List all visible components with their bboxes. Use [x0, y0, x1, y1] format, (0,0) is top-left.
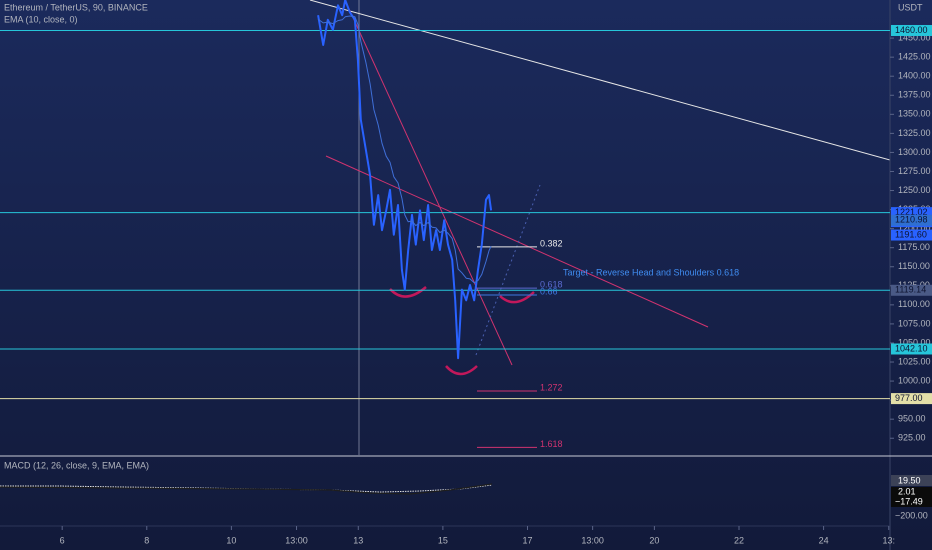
head-arc — [445, 365, 478, 376]
x-tick-label: 20 — [649, 535, 659, 545]
y-tick-label: 1075.00 — [898, 318, 931, 328]
chart-title: Ethereum / TetherUS, 90, BINANCE — [4, 2, 148, 12]
y-tick-label: 1300.00 — [898, 147, 931, 157]
price-badge — [891, 24, 932, 36]
x-tick-label: 15 — [438, 535, 448, 545]
series-line — [317, 15, 492, 284]
x-tick-label: 8 — [144, 535, 149, 545]
price-badge — [891, 343, 932, 355]
y-tick-label: 950.00 — [898, 414, 926, 424]
y-tick-label: 1275.00 — [898, 166, 931, 176]
x-tick-label: 24 — [819, 535, 829, 545]
macd-badge — [891, 487, 932, 497]
fib-label: 0.618 — [540, 279, 563, 289]
x-tick-label: 6 — [60, 535, 65, 545]
x-tick-label: 13:00 — [581, 535, 604, 545]
y-tick-label: 1250.00 — [898, 185, 931, 195]
price-badge — [891, 284, 932, 296]
y-tick-label: 925.00 — [898, 433, 926, 443]
x-tick-label: 13 — [353, 535, 363, 545]
indicator-title: EMA (10, close, 0) — [4, 14, 78, 24]
x-tick-label: 17 — [522, 535, 532, 545]
currency: USDT — [898, 2, 923, 12]
price-badge — [891, 229, 932, 241]
price-badge — [891, 214, 932, 226]
y-tick-label: 1325.00 — [898, 128, 931, 138]
price-label: 1221.02 — [895, 207, 928, 217]
macd-title: MACD (12, 26, close, 9, EMA, EMA) — [4, 460, 149, 470]
annotation: Target - Reverse Head and Shoulders 0.61… — [563, 267, 739, 277]
y-tick-label: 1400.00 — [898, 71, 931, 81]
fib-label: 1.272 — [540, 382, 563, 392]
y-tick-label: 1175.00 — [898, 242, 930, 252]
y-tick-label: 1000.00 — [898, 375, 931, 385]
x-tick-label: 22 — [734, 535, 744, 545]
price-label: 1460.00 — [895, 25, 928, 35]
y-tick-label: 1100.00 — [898, 299, 930, 309]
y-tick-label: 1375.00 — [898, 90, 931, 100]
price-label: 1042.10 — [895, 343, 928, 353]
price-label: 1210.98 — [895, 215, 928, 225]
trendline — [325, 155, 709, 328]
macd-label: 19.50 — [898, 475, 921, 485]
macd-badge — [891, 497, 932, 507]
y-tick-label: 1350.00 — [898, 109, 931, 119]
y-tick-label: 1050.00 — [898, 337, 931, 347]
shoulder-arc — [389, 286, 427, 298]
price-label: 977.00 — [895, 393, 923, 403]
macd-line — [0, 483, 493, 495]
fib-label: 0.66 — [540, 286, 558, 296]
macd-label: −17.49 — [895, 496, 923, 506]
price-badge — [891, 393, 932, 405]
y-tick-label: 1200.00 — [898, 223, 931, 233]
y-tick-label: 1450.00 — [898, 32, 931, 42]
fib-label: 1.618 — [540, 439, 563, 449]
price-label: 1191.60 — [895, 229, 927, 239]
fib-label: 0.382 — [540, 238, 563, 248]
macd-label: 2.01 — [898, 486, 916, 496]
y-tick-label: 1425.00 — [898, 52, 931, 62]
x-tick-label: 10 — [226, 535, 236, 545]
series-line — [317, 0, 493, 360]
price-label: 1119.14 — [895, 285, 926, 295]
trendline — [344, 0, 513, 366]
y-tick-label: 1150.00 — [898, 261, 930, 271]
x-tick-label: 13: — [882, 535, 895, 545]
trendline — [309, 0, 891, 161]
fib-guide — [475, 184, 541, 356]
y-tick-label: 1025.00 — [898, 356, 931, 366]
macd-tick: −200.00 — [895, 510, 928, 520]
macd-badge — [891, 475, 932, 486]
x-tick-label: 13:00 — [285, 535, 308, 545]
